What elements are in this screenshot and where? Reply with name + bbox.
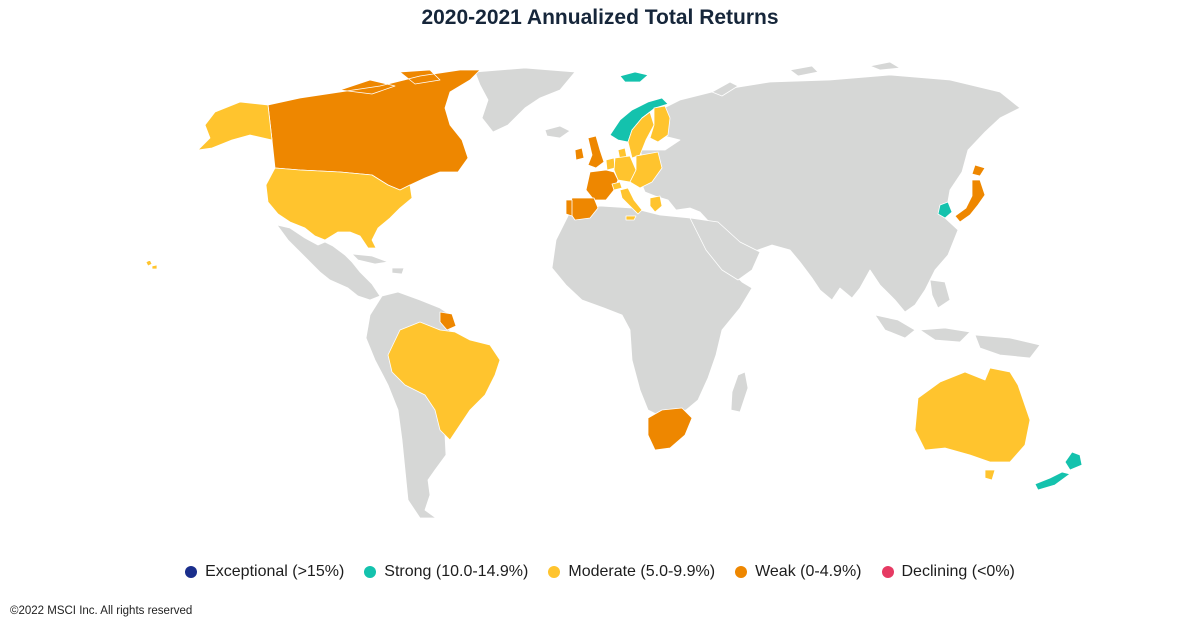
legend-label-exceptional: Exceptional (>15%)	[205, 563, 345, 580]
region-greece	[649, 195, 663, 213]
region-hawaii	[145, 259, 158, 270]
legend-label-strong: Strong (10.0-14.9%)	[384, 563, 529, 580]
legend-dot-declining	[881, 566, 894, 578]
world-map	[145, 61, 1083, 519]
legend-item-declining: Declining (<0%)	[881, 563, 1015, 581]
land-arabia	[689, 217, 761, 281]
copyright-footer: ©2022 MSCI Inc. All rights reserved	[10, 605, 193, 617]
region-norway	[609, 97, 669, 143]
region-svalbard	[619, 71, 649, 83]
region-south-africa	[647, 407, 693, 451]
legend-item-strong: Strong (10.0-14.9%)	[364, 563, 528, 581]
legend-label-weak: Weak (0-4.9%)	[755, 563, 862, 580]
legend-label-moderate: Moderate (5.0-9.9%)	[568, 563, 716, 580]
legend-dot-moderate	[548, 566, 561, 578]
region-united-kingdom	[587, 135, 605, 169]
region-canada	[267, 69, 481, 191]
region-italy	[619, 187, 643, 221]
region-ireland	[574, 147, 585, 161]
legend-item-moderate: Moderate (5.0-9.9%)	[548, 563, 715, 581]
legend-item-weak: Weak (0-4.9%)	[735, 563, 862, 581]
land-sea-islands	[874, 279, 1041, 359]
legend-dot-strong	[364, 566, 377, 578]
region-central-europe	[629, 151, 663, 189]
legend-dot-weak	[735, 566, 748, 578]
region-portugal	[565, 199, 573, 217]
region-benelux	[605, 157, 616, 171]
region-french-guiana	[439, 311, 457, 331]
chart-title: 2020-2021 Annualized Total Returns	[421, 6, 779, 29]
land-mexico-central-america	[276, 224, 381, 301]
region-brazil	[387, 321, 501, 441]
legend-item-exceptional: Exceptional (>15%)	[185, 563, 344, 581]
legend: Exceptional (>15%) Strong (10.0-14.9%) Mod…	[0, 563, 1200, 581]
region-australia	[914, 367, 1031, 481]
land-madagascar	[730, 371, 749, 413]
region-switzerland	[611, 181, 623, 191]
legend-label-declining: Declining (<0%)	[901, 563, 1015, 580]
legend-dot-exceptional	[185, 566, 198, 578]
land-eurasia	[639, 74, 1021, 313]
land-iceland	[544, 125, 571, 139]
land-base	[276, 61, 1041, 519]
region-south-korea	[937, 201, 953, 219]
land-arctic-islands	[711, 61, 901, 97]
region-finland	[649, 105, 671, 143]
region-japan	[954, 164, 986, 223]
land-caribbean	[351, 253, 405, 275]
land-greenland	[474, 67, 576, 133]
region-new-zealand	[1034, 451, 1083, 491]
region-united-states	[265, 167, 413, 249]
region-alaska	[197, 101, 273, 151]
